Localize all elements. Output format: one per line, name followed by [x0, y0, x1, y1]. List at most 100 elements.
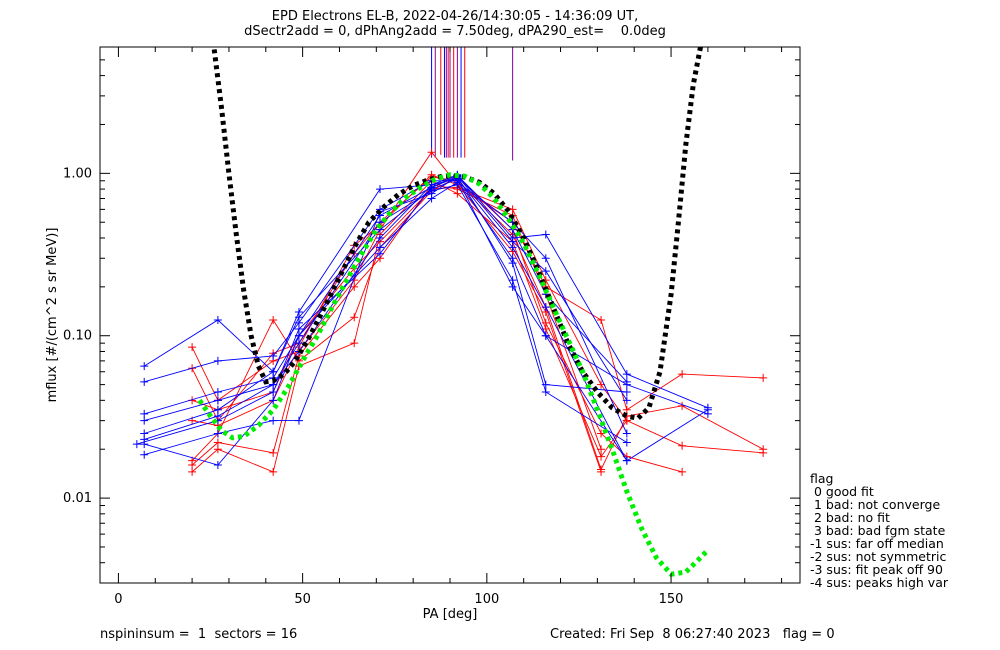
y-tick-label: 0.10 — [63, 329, 92, 344]
data-point-marker — [622, 370, 631, 379]
data-point-marker — [376, 249, 384, 258]
series-line-blue — [143, 174, 709, 409]
data-point-marker — [541, 230, 550, 239]
flag-legend: flag 0 good fit 1 bad: not converge 2 ba… — [810, 472, 948, 589]
series-line-blue — [144, 184, 628, 443]
legend-item: 2 bad: no fit — [810, 510, 890, 525]
data-point-marker — [597, 315, 606, 324]
data-point-marker — [759, 373, 768, 382]
data-point-marker — [213, 445, 222, 454]
data-point-marker — [269, 367, 278, 376]
data-point-marker — [622, 429, 631, 438]
data-point-marker — [140, 362, 149, 371]
vline-group — [431, 47, 514, 161]
data-point-marker — [622, 438, 631, 447]
data-point-marker — [350, 282, 359, 291]
data-point-marker — [294, 313, 303, 322]
series-line-blue — [144, 178, 628, 461]
data-point-marker — [213, 460, 222, 469]
series-line-red — [191, 151, 764, 411]
data-point-marker — [140, 450, 149, 459]
data-point-marker — [597, 467, 606, 476]
legend-item: -4 sus: peaks high var — [810, 575, 949, 590]
data-point-marker — [269, 448, 278, 457]
data-point-marker — [541, 380, 550, 389]
fit-curve-green — [197, 172, 710, 577]
data-point-marker — [622, 377, 631, 386]
series-line-blue — [144, 176, 627, 415]
axes-group: 0 50 100 150 0.01 0.10 1.00 — [63, 46, 800, 607]
data-point-marker — [213, 356, 222, 365]
data-point-marker — [622, 456, 631, 465]
data-point-marker — [213, 429, 222, 438]
x-axis-label: PA [deg] — [423, 607, 478, 622]
data-point-marker — [541, 388, 550, 397]
data-point-marker — [140, 409, 149, 418]
y-axis-label: mflux [#/(cm^2 s sr MeV)] — [45, 228, 60, 403]
x-tick-label: 50 — [294, 592, 311, 607]
data-point-marker — [622, 416, 631, 425]
chart-title-line1: EPD Electrons EL-B, 2022-04-26/14:30:05 … — [271, 9, 639, 24]
data-point-marker — [678, 370, 687, 379]
series-group — [132, 148, 768, 476]
data-point-marker — [508, 282, 517, 291]
data-point-marker — [541, 331, 550, 340]
x-tick-label: 0 — [114, 592, 122, 607]
data-point-marker — [376, 185, 384, 194]
data-point-marker — [759, 448, 768, 457]
x-tick-label: 100 — [474, 592, 499, 607]
legend-item: 1 bad: not converge — [810, 497, 941, 512]
fit-group — [197, 46, 710, 577]
series-line-red — [191, 186, 764, 454]
data-point-marker — [541, 303, 550, 312]
data-point-marker — [622, 396, 631, 405]
data-point-marker — [269, 396, 278, 405]
data-point-marker — [622, 388, 631, 397]
data-point-marker — [269, 388, 278, 397]
data-point-marker — [188, 467, 197, 476]
x-tick-label: 150 — [659, 592, 684, 607]
data-point-marker — [269, 315, 278, 324]
data-point-marker — [294, 416, 303, 425]
data-point-marker — [678, 467, 687, 476]
series-line-blue — [144, 177, 709, 462]
legend-item: -1 sus: far off median — [810, 536, 944, 551]
data-point-marker — [597, 445, 606, 454]
data-point-marker — [703, 405, 712, 414]
data-point-marker — [269, 467, 278, 476]
data-point-marker — [350, 339, 359, 348]
legend-item: -3 sus: fit peak off 90 — [810, 562, 943, 577]
legend-item: -2 sus: not symmetric — [810, 549, 947, 564]
data-point-marker — [597, 452, 606, 461]
data-point-marker — [213, 438, 222, 447]
data-point-marker — [140, 416, 149, 425]
data-point-marker — [541, 254, 550, 263]
y-tick-label: 0.01 — [63, 491, 92, 506]
data-point-marker — [213, 396, 222, 405]
series-line-blue — [144, 180, 709, 415]
data-point-marker — [376, 233, 384, 242]
data-point-marker — [269, 352, 278, 361]
footer-sectors-info: nspininsum = 1 sectors = 16 — [100, 627, 298, 642]
data-point-marker — [132, 440, 141, 449]
legend-item: 3 bad: bad fgm state — [810, 523, 946, 538]
data-point-marker — [508, 259, 517, 268]
data-point-marker — [427, 183, 436, 192]
series-line-red — [191, 176, 683, 473]
data-point-marker — [508, 276, 517, 285]
legend-item: 0 good fit — [810, 484, 874, 499]
series-line-red — [191, 176, 764, 471]
data-point-marker — [350, 313, 359, 322]
chart-title-line2: dSectr2add = 0, dPhAng2add = 7.50deg, dP… — [244, 24, 666, 39]
legend-heading: flag — [810, 471, 834, 486]
data-point-marker — [508, 237, 517, 246]
data-point-marker — [213, 315, 222, 324]
data-point-marker — [213, 388, 222, 397]
data-point-marker — [140, 440, 149, 449]
data-point-marker — [541, 267, 550, 276]
data-point-marker — [188, 460, 197, 469]
data-point-marker — [269, 416, 278, 425]
footer-created-info: Created: Fri Sep 8 06:27:40 2023 flag = … — [550, 627, 835, 642]
series-line-blue — [136, 174, 628, 445]
